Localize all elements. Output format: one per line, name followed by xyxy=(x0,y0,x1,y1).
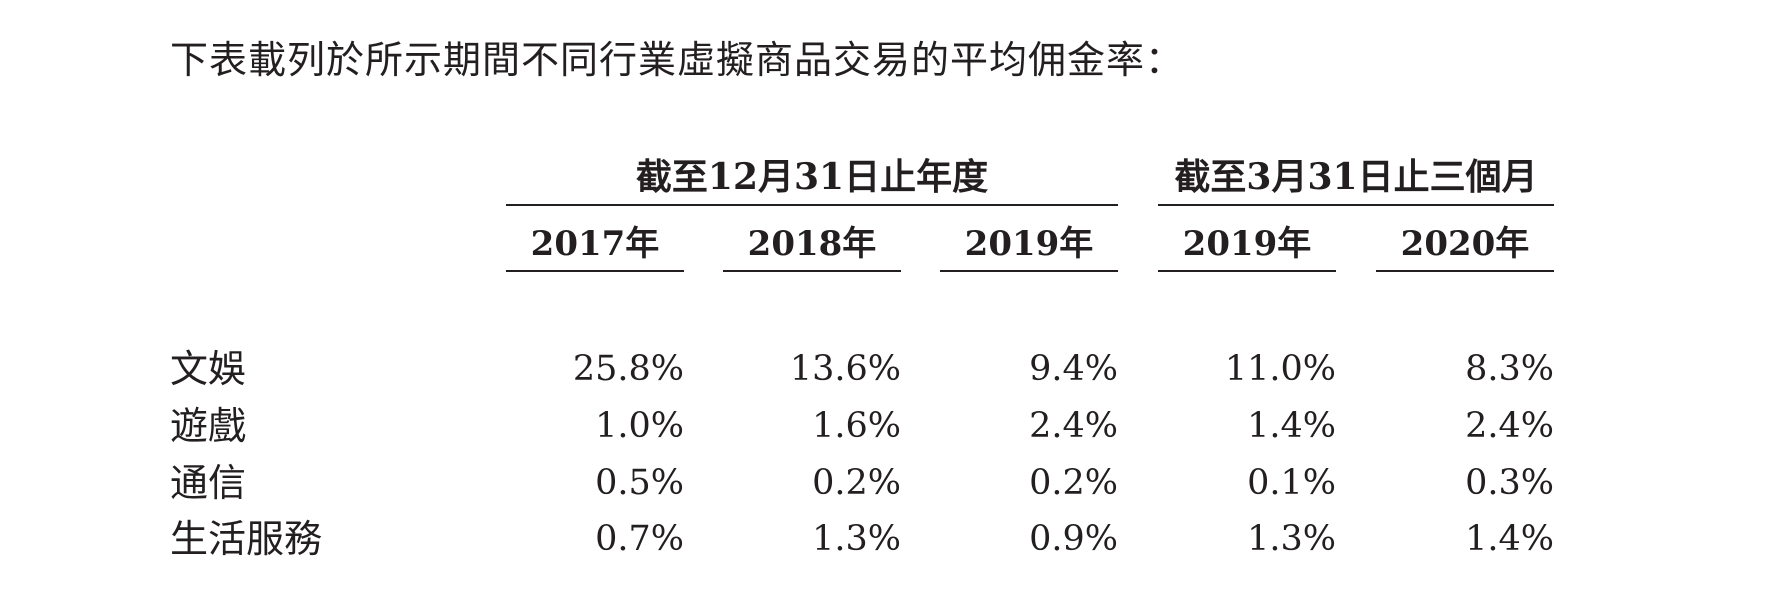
table-cell: 1.4% xyxy=(1465,519,1554,559)
table-cell: 0.2% xyxy=(1029,463,1118,503)
table-cell: 25.8% xyxy=(572,349,684,389)
row-label: 文娛 xyxy=(170,347,247,391)
table-cell: 9.4% xyxy=(1029,349,1118,389)
table-cell: 1.6% xyxy=(812,406,901,446)
row-label: 遊戲 xyxy=(170,404,247,448)
column-header: 2020年 xyxy=(1376,218,1554,272)
table-cell: 2.4% xyxy=(1029,406,1118,446)
group-header-annual: 截至12月31日止年度 xyxy=(506,150,1118,206)
table-cell: 0.3% xyxy=(1465,463,1554,503)
table-cell: 0.1% xyxy=(1247,463,1336,503)
table-cell: 1.3% xyxy=(1247,519,1336,559)
table-cell: 0.5% xyxy=(595,463,684,503)
column-header: 2019年 xyxy=(940,218,1118,272)
table-cell: 1.3% xyxy=(812,519,901,559)
row-label: 通信 xyxy=(170,461,247,505)
column-header: 2019年 xyxy=(1158,218,1336,272)
column-header: 2018年 xyxy=(723,218,901,272)
group-header-quarterly: 截至3月31日止三個月 xyxy=(1158,150,1554,206)
column-header: 2017年 xyxy=(506,218,684,272)
table-cell: 8.3% xyxy=(1465,349,1554,389)
table-cell: 1.0% xyxy=(595,406,684,446)
table-cell: 11.0% xyxy=(1224,349,1336,389)
table-cell: 0.7% xyxy=(595,519,684,559)
table-cell: 1.4% xyxy=(1247,406,1336,446)
table-cell: 13.6% xyxy=(789,349,901,389)
intro-paragraph: 下表載列於所示期間不同行業虛擬商品交易的平均佣金率： xyxy=(170,38,1185,82)
table-cell: 0.9% xyxy=(1029,519,1118,559)
table-cell: 2.4% xyxy=(1465,406,1554,446)
table-cell: 0.2% xyxy=(812,463,901,503)
row-label: 生活服務 xyxy=(170,517,323,561)
